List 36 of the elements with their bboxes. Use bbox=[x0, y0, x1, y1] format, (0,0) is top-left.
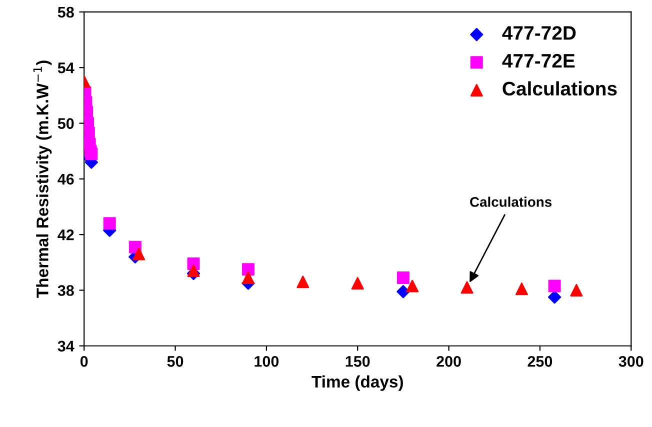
point bbox=[132, 248, 146, 260]
x-tick-label: 200 bbox=[436, 356, 461, 367]
point bbox=[103, 217, 116, 230]
x-tick-label: 150 bbox=[346, 356, 370, 367]
point bbox=[548, 290, 562, 304]
point bbox=[548, 280, 561, 292]
legend-label: Calculations bbox=[502, 81, 617, 96]
y-tick-label: 34 bbox=[58, 340, 74, 352]
point bbox=[296, 276, 310, 288]
y-axis-title: Thermal Resistivity (m.K.W$^{−1}$) bbox=[33, 60, 52, 298]
annotation: Calculations bbox=[470, 196, 552, 207]
y-tick-label: 46 bbox=[58, 174, 74, 185]
y-tick-label: 54 bbox=[58, 62, 74, 74]
legend-label: 477-72D bbox=[502, 26, 576, 40]
y-tick-label: 38 bbox=[58, 285, 74, 296]
point bbox=[460, 281, 474, 294]
point bbox=[187, 264, 200, 277]
y-tick-label: 50 bbox=[58, 118, 74, 129]
point bbox=[85, 148, 98, 160]
x-axis-title: Time (days) bbox=[312, 375, 403, 391]
point bbox=[396, 271, 410, 284]
point bbox=[242, 271, 254, 284]
point bbox=[351, 277, 364, 290]
y-tick-label: 58 bbox=[58, 6, 74, 18]
y-tick-label: 42 bbox=[58, 229, 74, 240]
point bbox=[406, 280, 419, 292]
x-tick-label: 300 bbox=[618, 356, 644, 367]
point bbox=[515, 282, 528, 296]
x-tick-label: 250 bbox=[528, 356, 552, 367]
x-tick-label: 0 bbox=[80, 356, 88, 367]
point bbox=[396, 285, 410, 298]
legend-label: 477-72E bbox=[502, 54, 575, 68]
x-tick-label: 100 bbox=[254, 356, 279, 367]
x-tick-label: 50 bbox=[167, 356, 184, 367]
point bbox=[242, 263, 254, 276]
point bbox=[570, 284, 583, 296]
